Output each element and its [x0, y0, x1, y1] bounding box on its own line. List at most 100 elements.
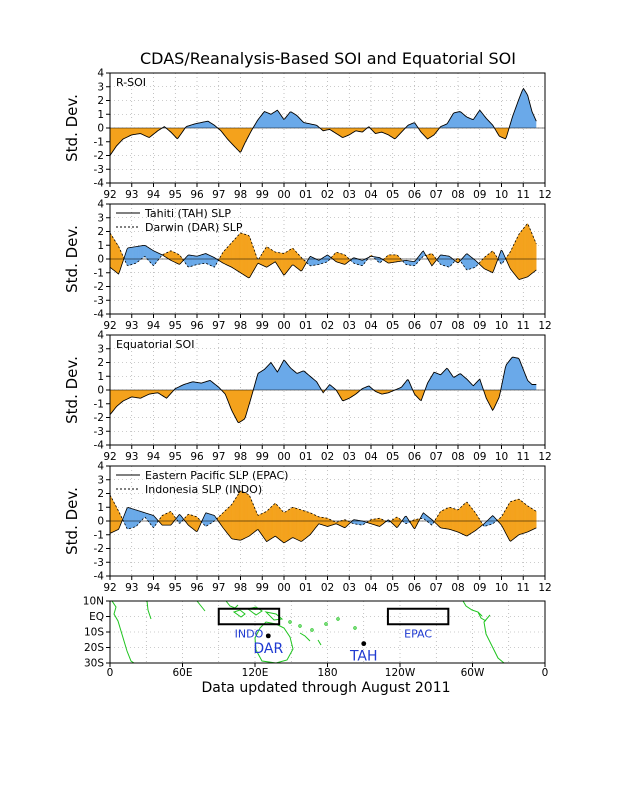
x-tick-label: 98: [234, 451, 247, 463]
station-label: DAR: [253, 641, 283, 657]
x-tick-label: 94: [147, 451, 161, 463]
x-tick-label: 04: [364, 320, 378, 332]
coastline: [225, 601, 239, 609]
difference-band: [535, 510, 537, 529]
x-tick-label: 03: [343, 189, 356, 201]
series-line: [110, 244, 537, 280]
figure-title: CDAS/Reanalysis-Based SOI and Equatorial…: [140, 49, 516, 68]
x-tick-label: 96: [190, 189, 204, 201]
x-tick-label: 92: [103, 451, 116, 463]
x-tick-label: 07: [430, 582, 443, 594]
region-label: INDO: [235, 627, 264, 640]
y-tick-label: 3: [97, 81, 104, 93]
panel-label: R-SOI: [116, 76, 146, 89]
area-group: [110, 223, 537, 280]
coastline: [299, 632, 311, 642]
island: [353, 626, 357, 630]
x-tick-label: 08: [451, 582, 464, 594]
x-tick-label: 97: [212, 582, 225, 594]
y-tick-label: 1: [97, 502, 104, 514]
y-tick-label: 0: [97, 123, 104, 135]
x-tick-label: 07: [430, 320, 443, 332]
x-tick-label: 02: [321, 451, 334, 463]
x-tick-label: 97: [212, 320, 225, 332]
x-tick-label: 09: [473, 189, 486, 201]
coastline: [232, 609, 246, 618]
station-marker: [361, 641, 367, 647]
x-tick-label: 04: [364, 582, 378, 594]
y-tick-label: -3: [94, 426, 104, 438]
x-tick-label: 07: [430, 189, 443, 201]
y-tick-label: 3: [97, 474, 104, 486]
region-box: [217, 607, 281, 626]
positive-area: [110, 88, 537, 128]
x-tick-label: 10: [495, 451, 508, 463]
area-group: [110, 356, 537, 424]
lat-tick-label: 30S: [84, 658, 104, 670]
coastline: [246, 606, 263, 616]
coastline: [111, 601, 135, 663]
x-tick-label: 99: [256, 582, 269, 594]
x-tick-label: 02: [321, 582, 334, 594]
region-box: [386, 607, 450, 626]
y-tick-label: -3: [94, 164, 104, 176]
y-tick-label: -1: [94, 529, 104, 541]
lat-tick-label: 20S: [84, 642, 104, 654]
x-tick-label: 93: [125, 582, 138, 594]
station-marker: [265, 633, 271, 639]
y-axis-label: Std. Dev.: [63, 356, 81, 424]
x-tick-label: 96: [190, 320, 204, 332]
x-tick-label: 09: [473, 320, 486, 332]
x-tick-label: 08: [451, 320, 464, 332]
x-tick-label: 00: [277, 451, 290, 463]
series-line: [110, 490, 537, 530]
x-tick-label: 92: [103, 320, 116, 332]
x-tick-label: 01: [299, 320, 312, 332]
x-tick-label: 92: [103, 189, 116, 201]
x-tick-label: 96: [190, 451, 204, 463]
series-line: [110, 87, 537, 156]
x-tick-label: 11: [517, 582, 530, 594]
legend-label: Indonesia SLP (INDO): [145, 483, 262, 496]
difference-band: [535, 241, 537, 272]
lon-tick-label: 60E: [173, 667, 193, 679]
x-tick-label: 10: [495, 582, 508, 594]
y-tick-label: 4: [97, 199, 104, 211]
x-tick-label: 10: [495, 189, 508, 201]
y-tick-label: -2: [94, 412, 104, 424]
y-tick-label: 1: [97, 371, 104, 383]
station-label: TAH: [349, 649, 378, 665]
y-tick-label: 2: [97, 488, 104, 500]
island: [288, 620, 292, 624]
x-tick-label: 09: [473, 582, 486, 594]
series-line: [110, 223, 537, 271]
x-tick-label: 04: [364, 189, 378, 201]
y-tick-label: 0: [97, 385, 104, 397]
y-tick-label: 3: [97, 212, 104, 224]
island: [298, 624, 302, 628]
x-tick-label: 99: [256, 451, 269, 463]
lon-tick-label: 0: [542, 667, 549, 679]
x-tick-label: 93: [125, 189, 138, 201]
x-tick-label: 92: [103, 582, 116, 594]
y-tick-label: -2: [94, 281, 104, 293]
x-tick-label: 03: [343, 582, 356, 594]
lat-tick-label: EQ: [89, 611, 104, 623]
x-tick-label: 11: [517, 320, 530, 332]
y-tick-label: -1: [94, 398, 104, 410]
y-tick-label: 2: [97, 95, 104, 107]
coastline: [483, 614, 505, 663]
panel-label: Equatorial SOI: [116, 338, 194, 351]
y-tick-label: -4: [94, 178, 105, 190]
y-tick-label: -4: [94, 571, 105, 583]
island: [310, 628, 314, 632]
area-group: [110, 87, 537, 156]
y-axis-label: Std. Dev.: [63, 94, 81, 162]
region-label: EPAC: [404, 627, 432, 640]
y-tick-label: -2: [94, 150, 104, 162]
x-tick-label: 99: [256, 189, 269, 201]
